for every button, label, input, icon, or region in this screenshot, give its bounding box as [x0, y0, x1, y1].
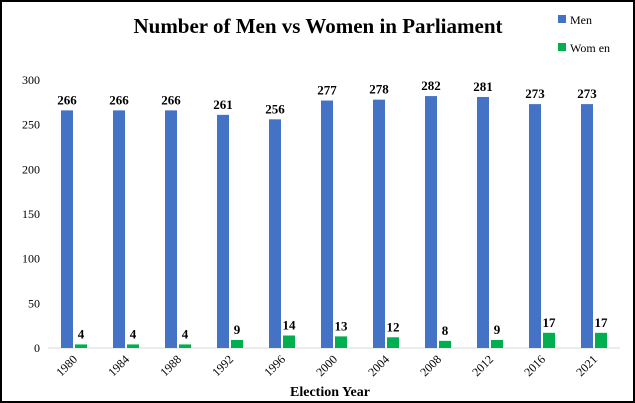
data-label: 17: [543, 315, 557, 330]
x-tick-label: 1996: [261, 352, 288, 379]
data-label: 4: [182, 326, 189, 341]
bar-men: [581, 104, 593, 349]
bar-men: [165, 110, 177, 348]
bar-women: [387, 337, 399, 348]
x-tick-label: 1984: [105, 352, 132, 379]
bar-men: [269, 119, 281, 348]
bar-men: [321, 100, 333, 349]
legend: Men Wom en: [558, 13, 610, 55]
x-tick-label: 1980: [53, 352, 80, 379]
bar-men: [217, 114, 229, 348]
x-tick-label: 2016: [521, 352, 548, 379]
data-label: 278: [369, 82, 389, 97]
data-label: 266: [161, 92, 181, 107]
bar-women: [439, 340, 451, 348]
bars: [61, 96, 607, 349]
data-label: 9: [494, 322, 501, 337]
x-tick-label: 1992: [209, 352, 236, 379]
bar-men: [477, 96, 489, 349]
legend-label: Wom en: [570, 41, 610, 55]
bar-men: [425, 96, 437, 348]
data-label: 281: [473, 79, 493, 94]
bar-women: [595, 332, 607, 348]
bar-men: [529, 104, 541, 349]
data-label: 13: [335, 318, 349, 333]
x-axis-title: Election Year: [290, 385, 370, 400]
data-label: 9: [234, 322, 241, 337]
data-labels: 266 266 266 261 256 277 278 282 281 273 273 4 4 4 9 14 1…: [57, 78, 608, 341]
legend-swatch: [558, 15, 566, 23]
bar-men: [61, 110, 73, 348]
x-tick-label: 2008: [417, 352, 444, 379]
data-label: 277: [317, 83, 337, 98]
y-tick-label: 300: [22, 73, 40, 87]
legend-swatch: [558, 43, 566, 51]
y-tick-label: 0: [34, 341, 40, 355]
y-tick-label: 250: [22, 118, 40, 132]
bar-women: [179, 344, 191, 348]
y-tick-label: 200: [22, 162, 40, 176]
data-label: 266: [109, 92, 129, 107]
data-label: 273: [577, 86, 597, 101]
bar-women: [335, 336, 347, 348]
bar-women: [491, 339, 503, 348]
data-label: 256: [265, 101, 285, 116]
data-label: 266: [57, 92, 77, 107]
legend-label: Men: [570, 13, 592, 27]
x-tick-label: 1988: [157, 352, 184, 379]
data-label: 282: [421, 78, 441, 93]
data-label: 273: [525, 86, 545, 101]
data-label: 261: [213, 97, 233, 112]
data-label: 8: [442, 323, 449, 338]
bar-women: [543, 332, 555, 348]
bar-men: [113, 110, 125, 348]
data-label: 4: [130, 326, 137, 341]
bar-women: [75, 344, 87, 348]
x-tick-label: 2021: [573, 352, 600, 379]
bar-men: [373, 99, 385, 348]
data-label: 14: [283, 317, 297, 332]
x-tick-label: 2004: [365, 352, 392, 379]
data-label: 4: [78, 326, 85, 341]
y-tick-label: 100: [22, 252, 40, 266]
bar-women: [283, 335, 295, 348]
x-tick-label: 2012: [469, 352, 496, 379]
y-tick-label: 150: [22, 207, 40, 221]
x-tick-label: 2000: [313, 352, 340, 379]
data-label: 12: [387, 319, 400, 334]
chart-title: Number of Men vs Women in Parliament: [133, 14, 502, 38]
data-label: 17: [595, 315, 609, 330]
y-tick-label: 50: [28, 296, 40, 310]
bar-women: [231, 339, 243, 348]
bar-women: [127, 344, 139, 348]
